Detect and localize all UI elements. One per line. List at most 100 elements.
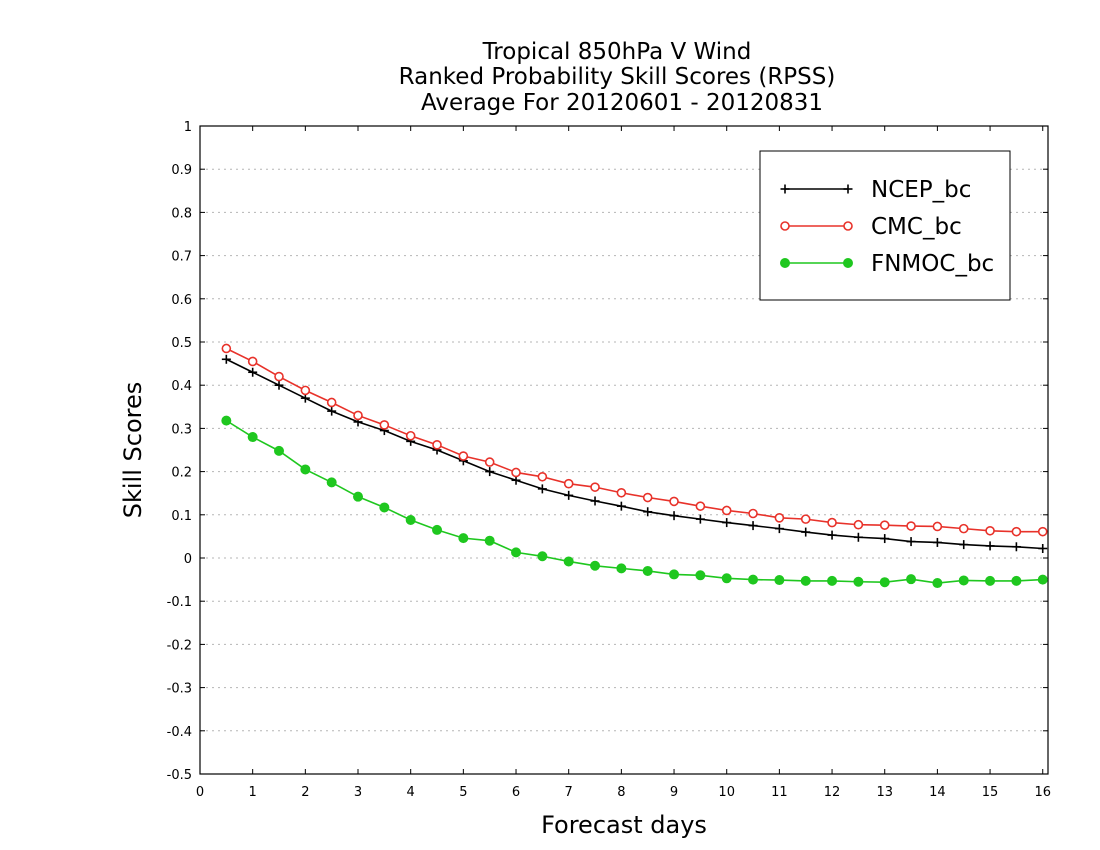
data-point-cmc-bc <box>326 397 337 408</box>
data-point-fnmoc-bc <box>247 432 258 443</box>
data-point-cmc-bc <box>879 520 890 530</box>
data-point-ncep-bc <box>564 490 574 500</box>
legend-label-fnmoc-bc: FNMOC_bc <box>871 251 994 277</box>
data-point-fnmoc-bc <box>379 502 390 513</box>
x-tick-label: 4 <box>407 785 415 800</box>
chart-title: Tropical 850hPa V Wind Ranked Probabilit… <box>399 39 836 116</box>
y-tick-label: -0.5 <box>167 768 192 783</box>
y-axis-ticks: -0.5 -0.4 -0.3 -0.2 -0.1 0 0.1 0.2 0.3 0.4 0.5 0.6 0… <box>167 120 1048 783</box>
data-point-ncep-bc <box>643 507 653 517</box>
data-point-fnmoc-bc <box>985 575 996 586</box>
data-point-ncep-bc <box>590 496 600 506</box>
data-point-fnmoc-bc <box>906 574 917 585</box>
data-point-fnmoc-bc <box>484 535 495 546</box>
data-point-cmc-bc <box>511 467 521 478</box>
x-tick-label: 15 <box>982 785 999 800</box>
legend-entries: NCEP_bc CMC_bc FNMOC_bc <box>780 177 994 277</box>
data-point-fnmoc-bc <box>853 576 864 587</box>
y-tick-label: -0.2 <box>167 638 192 653</box>
legend-marker-fnmoc-bc <box>780 258 790 268</box>
x-tick-label: 7 <box>565 785 573 800</box>
x-tick-label: 12 <box>824 785 841 800</box>
data-point-cmc-bc <box>616 487 627 498</box>
data-point-fnmoc-bc <box>800 575 811 586</box>
y-tick-label: 0.9 <box>171 163 192 178</box>
legend-marker-ncep-bc <box>780 184 790 194</box>
data-point-fnmoc-bc <box>1011 575 1022 586</box>
x-axis-ticks: 0 1 2 3 4 5 6 7 8 9 10 11 12 13 14 15 16 <box>196 126 1051 800</box>
data-point-ncep-bc <box>932 537 942 547</box>
data-point-fnmoc-bc <box>721 573 732 584</box>
data-point-ncep-bc <box>880 534 890 544</box>
x-tick-label: 8 <box>617 785 625 800</box>
y-tick-label: 0.8 <box>171 206 192 221</box>
data-point-ncep-bc <box>1011 542 1021 552</box>
legend-marker-cmc-bc <box>780 221 790 231</box>
data-point-cmc-bc <box>748 508 758 519</box>
data-point-ncep-bc <box>801 527 811 537</box>
series-line-ncep-bc <box>225 358 1043 550</box>
data-point-fnmoc-bc <box>353 491 364 502</box>
data-series <box>221 343 1048 589</box>
x-tick-label: 1 <box>249 785 257 800</box>
series-fnmoc-bc <box>221 415 1048 589</box>
data-point-fnmoc-bc <box>642 565 653 576</box>
x-tick-label: 0 <box>196 785 204 800</box>
data-point-cmc-bc <box>958 523 969 534</box>
legend-marker-cmc-bc <box>843 221 853 231</box>
data-point-cmc-bc <box>353 410 363 421</box>
data-point-fnmoc-bc <box>300 464 311 475</box>
y-tick-label: -0.1 <box>167 595 192 610</box>
data-point-fnmoc-bc <box>669 569 680 580</box>
data-point-cmc-bc <box>484 457 495 467</box>
data-point-ncep-bc <box>853 532 863 542</box>
data-point-cmc-bc <box>853 519 864 530</box>
plot-frame <box>199 125 1049 775</box>
data-point-cmc-bc <box>669 496 679 507</box>
data-point-fnmoc-bc <box>695 570 706 581</box>
data-point-cmc-bc <box>300 385 311 396</box>
y-tick-label: 0.5 <box>171 336 192 351</box>
data-point-ncep-bc <box>959 540 969 550</box>
x-tick-label: 5 <box>459 785 467 800</box>
data-point-ncep-bc <box>722 518 732 528</box>
data-point-fnmoc-bc <box>774 575 785 586</box>
data-point-cmc-bc <box>432 440 442 450</box>
data-point-ncep-bc <box>669 511 679 521</box>
y-tick-label: 0.2 <box>171 466 192 481</box>
data-point-ncep-bc <box>827 530 837 540</box>
series-line-fnmoc-bc <box>225 419 1043 584</box>
data-point-ncep-bc <box>248 367 258 377</box>
legend-marker-ncep-bc <box>843 184 853 194</box>
data-point-cmc-bc <box>221 343 232 354</box>
data-point-fnmoc-bc <box>274 445 285 456</box>
x-axis-label: Forecast days <box>541 811 707 839</box>
series-line-cmc-bc <box>225 347 1043 533</box>
data-point-ncep-bc <box>485 467 495 477</box>
title-line-3: Average For 20120601 - 20120831 <box>421 90 823 116</box>
data-point-cmc-bc <box>537 471 548 482</box>
x-tick-label: 10 <box>718 785 735 800</box>
data-point-cmc-bc <box>721 505 732 516</box>
data-point-cmc-bc <box>985 525 995 536</box>
data-point-cmc-bc <box>458 451 469 461</box>
data-point-ncep-bc <box>906 537 916 547</box>
legend: NCEP_bc CMC_bc FNMOC_bc <box>759 150 1011 301</box>
data-point-fnmoc-bc <box>748 574 759 585</box>
y-tick-label: 0.4 <box>171 379 192 394</box>
data-point-cmc-bc <box>274 371 284 382</box>
data-point-cmc-bc <box>1011 526 1022 537</box>
data-point-cmc-bc <box>774 513 785 523</box>
x-tick-label: 2 <box>301 785 309 800</box>
data-point-fnmoc-bc <box>221 415 232 426</box>
data-point-ncep-bc <box>221 354 231 364</box>
data-point-cmc-bc <box>563 478 574 489</box>
data-point-cmc-bc <box>590 482 600 492</box>
y-tick-label: -0.3 <box>167 682 192 697</box>
data-point-ncep-bc <box>695 514 705 524</box>
data-point-fnmoc-bc <box>432 524 443 535</box>
x-tick-label: 16 <box>1034 785 1051 800</box>
y-axis-label: Skill Scores <box>119 382 147 519</box>
data-point-fnmoc-bc <box>326 477 337 488</box>
